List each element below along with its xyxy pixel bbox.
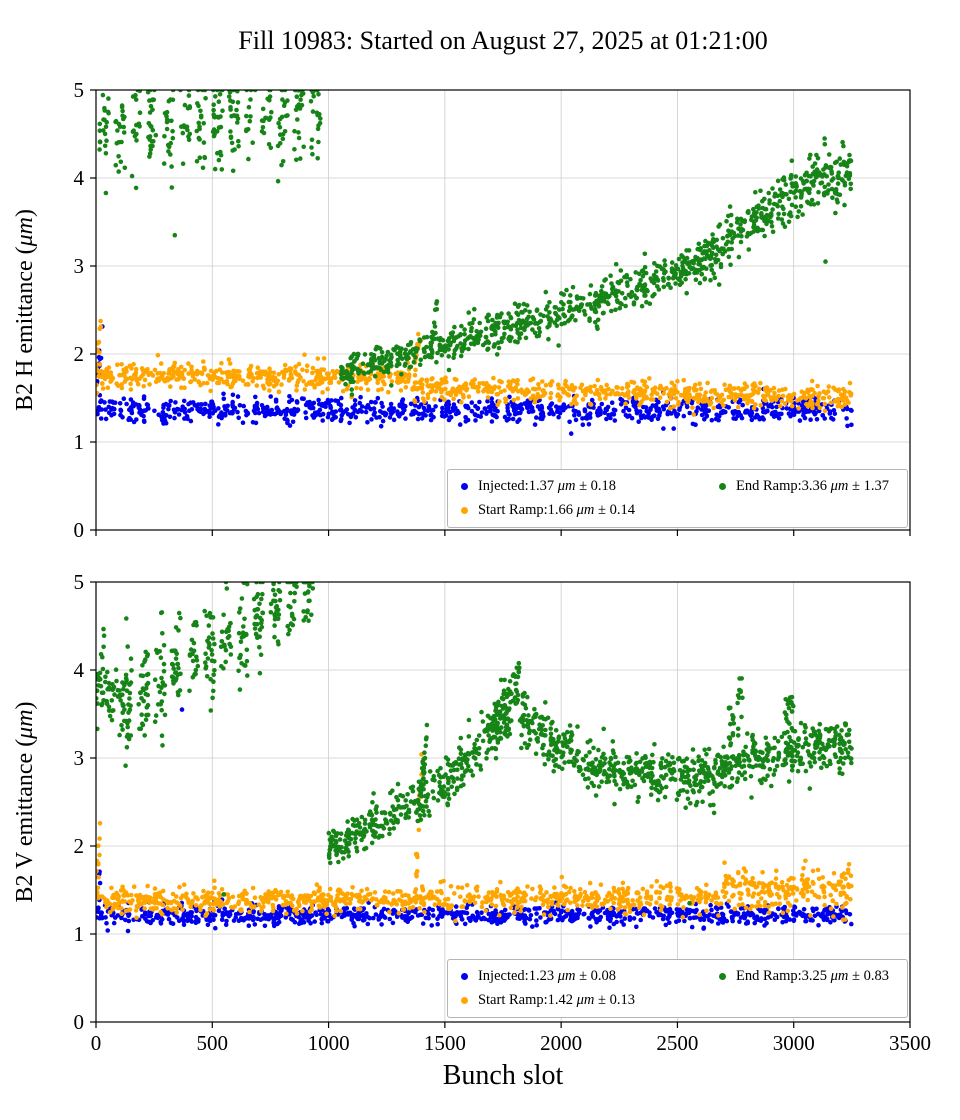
legend-item-injected: Injected:1.37 μm ± 0.18 — [460, 478, 635, 495]
y-tick-label: 2 — [74, 834, 85, 858]
y-tick-label: 3 — [74, 254, 85, 278]
legend-item-injected: Injected:1.23 μm ± 0.08 — [460, 968, 635, 985]
legend-marker-icon — [460, 973, 468, 980]
legend-label: Injected:1.23 μm ± 0.08 — [477, 968, 617, 984]
axis-ticks — [90, 581, 911, 1028]
legend-marker-icon — [719, 973, 726, 980]
y-tick-label: 0 — [74, 518, 85, 540]
scatter-points — [96, 90, 854, 436]
legend-label: End Ramp:3.25 μm ± 0.83 — [736, 968, 889, 984]
y-axis-label: B2 V emittance (μm) — [12, 701, 38, 902]
legend-column: Injected:1.23 μm ± 0.08 Start Ramp:1.42 μ… — [460, 968, 635, 1009]
b2v-scatter-canvas: 0 500 1000 1500 2000 2500 3000 3500 0 1 2 3 4 5 B2 V e… — [12, 570, 932, 1055]
series-start-ramp — [96, 318, 854, 417]
b2h-scatter-canvas: 0 1 2 3 4 5 B2 H emittance (μm) — [12, 78, 911, 542]
chart-b2v-emittance: 0 500 1000 1500 2000 2500 3000 3500 0 1 2 3 4 5 B2 V e… — [0, 540, 960, 1060]
scatter-points — [96, 582, 854, 934]
legend-column: End Ramp:3.25 μm ± 0.83 — [719, 968, 889, 985]
x-tick-label: 2500 — [656, 1031, 698, 1055]
axis-ticks — [90, 89, 911, 536]
y-tick-label: 0 — [74, 1010, 85, 1034]
y-tick-label: 3 — [74, 746, 85, 770]
legend-item-end-ramp: End Ramp:3.36 μm ± 1.37 — [719, 478, 889, 495]
grid-lines — [95, 89, 911, 531]
legend-marker-icon — [460, 483, 468, 490]
series-start-ramp — [96, 752, 854, 924]
x-tick-label: 0 — [91, 1031, 102, 1055]
chart-b2h-emittance: 0 1 2 3 4 5 B2 H emittance (μm) Injected:1.37 μ… — [0, 62, 960, 542]
y-tick-label: 2 — [74, 342, 85, 366]
plot-border — [95, 581, 911, 1023]
legend-item-end-ramp: End Ramp:3.25 μm ± 0.83 — [719, 968, 889, 985]
series-end-ramp — [97, 90, 854, 397]
chart-title: Fill 10983: Started on August 27, 2025 a… — [238, 26, 768, 55]
y-tick-label: 4 — [74, 166, 85, 190]
legend-column: End Ramp:3.36 μm ± 1.37 — [719, 478, 889, 495]
legend: Injected:1.37 μm ± 0.18 Start Ramp:1.66 μ… — [446, 469, 908, 528]
tick-labels: 0 500 1000 1500 2000 2500 3000 3500 0 1 2 3 4 5 — [74, 570, 932, 1055]
plot-border — [95, 89, 911, 531]
x-tick-label: 500 — [197, 1031, 229, 1055]
x-tick-label: 3500 — [889, 1031, 931, 1055]
x-tick-label: 3000 — [773, 1031, 815, 1055]
y-tick-label: 4 — [74, 658, 85, 682]
y-tick-label: 1 — [74, 922, 85, 946]
x-tick-label: 2000 — [540, 1031, 582, 1055]
legend-marker-icon — [719, 483, 726, 490]
x-axis-label: Bunch slot — [442, 1060, 564, 1091]
y-tick-label: 1 — [74, 430, 85, 454]
y-tick-label: 5 — [74, 570, 85, 594]
legend-label: End Ramp:3.36 μm ± 1.37 — [736, 478, 889, 494]
x-tick-label: 1000 — [308, 1031, 350, 1055]
legend: Injected:1.23 μm ± 0.08 Start Ramp:1.42 μ… — [446, 959, 908, 1018]
series-injected — [96, 324, 854, 436]
legend-marker-icon — [460, 997, 468, 1004]
legend-item-start-ramp: Start Ramp:1.66 μm ± 0.14 — [460, 502, 635, 519]
legend-label: Injected:1.37 μm ± 0.18 — [477, 478, 617, 494]
series-end-ramp — [96, 582, 854, 906]
legend-label: Start Ramp:1.42 μm ± 0.13 — [477, 992, 635, 1008]
legend-item-start-ramp: Start Ramp:1.42 μm ± 0.13 — [460, 992, 635, 1009]
y-tick-label: 5 — [74, 78, 85, 102]
legend-label: Start Ramp:1.66 μm ± 0.14 — [477, 502, 635, 518]
legend-marker-icon — [460, 507, 468, 514]
tick-labels: 0 1 2 3 4 5 — [74, 78, 85, 542]
grid-lines — [95, 581, 911, 1023]
y-axis-label: B2 H emittance (μm) — [12, 209, 38, 411]
x-tick-label: 1500 — [424, 1031, 466, 1055]
legend-column: Injected:1.37 μm ± 0.18 Start Ramp:1.66 μ… — [460, 478, 635, 519]
